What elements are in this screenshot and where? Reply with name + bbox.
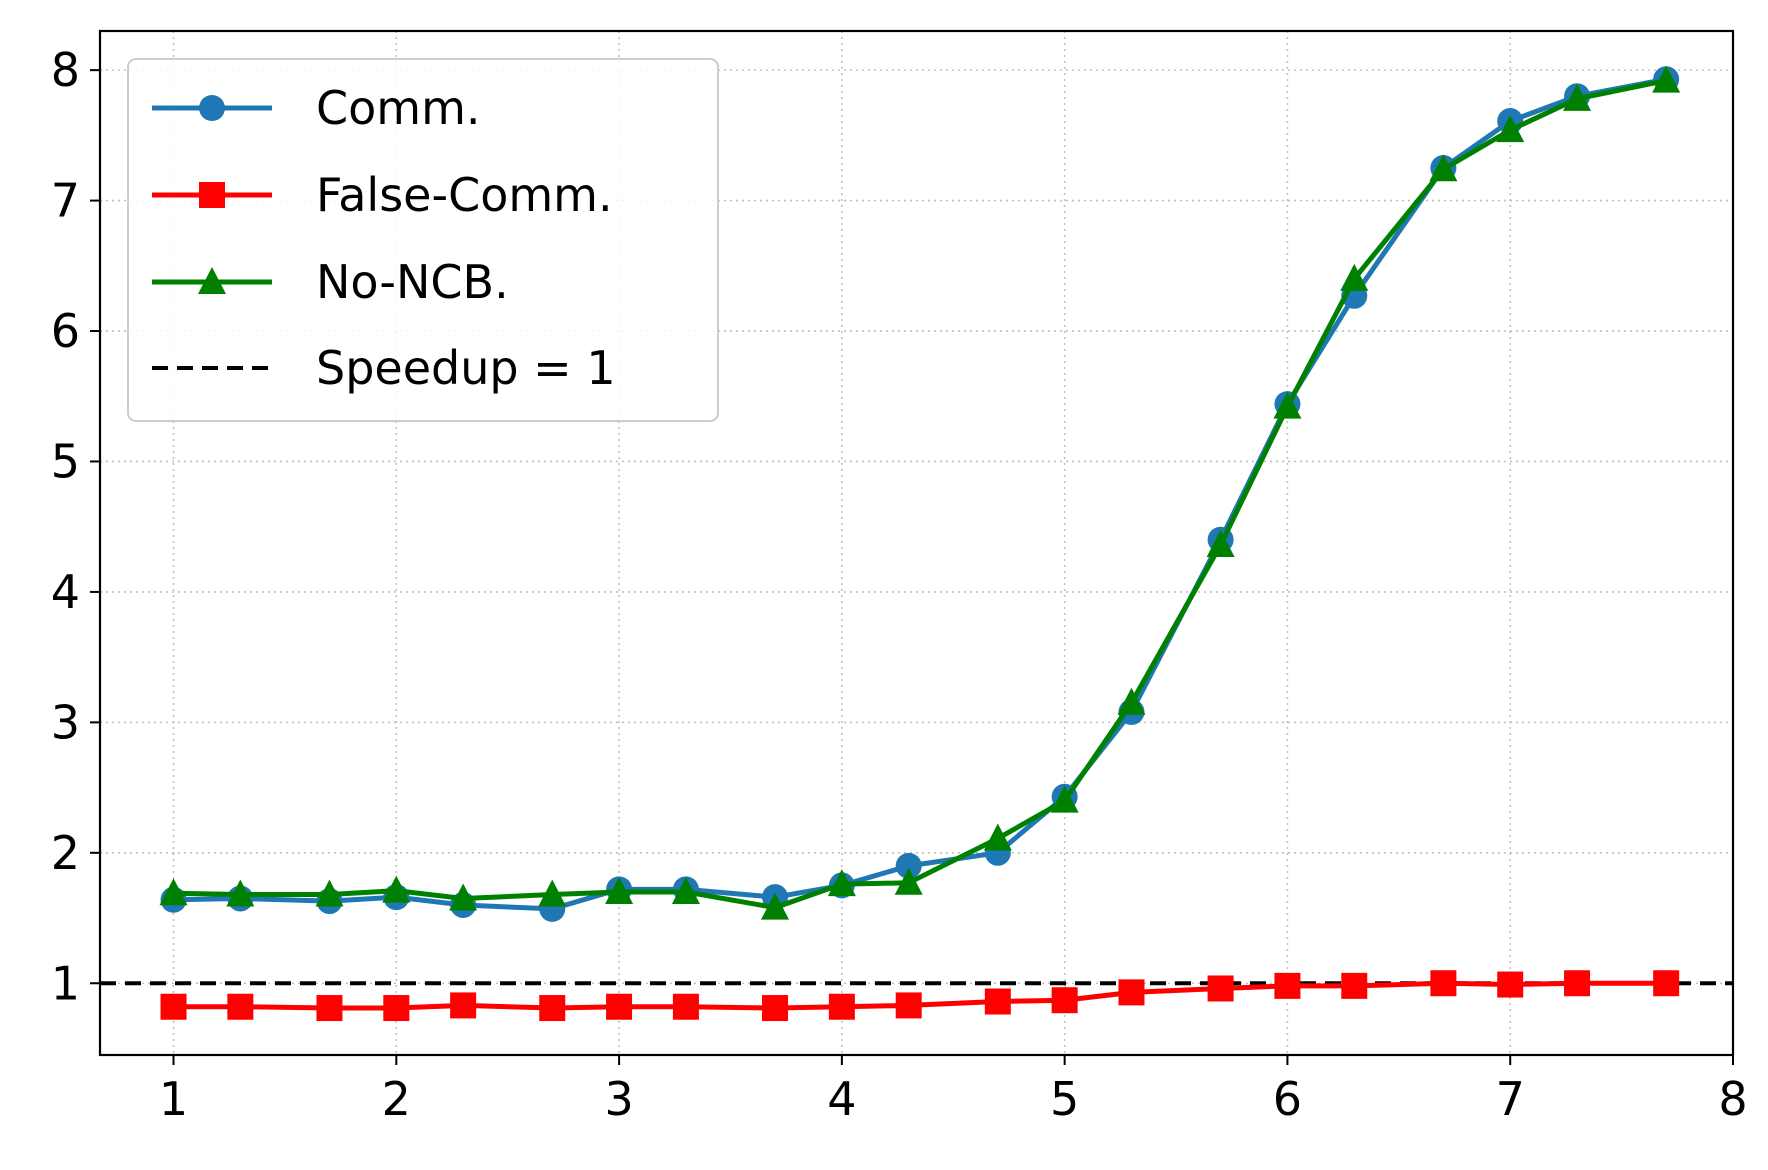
legend-item-comm: Comm. [152, 81, 481, 135]
legend-marker-false-comm [199, 182, 225, 208]
series-false-comm [160, 970, 1680, 1022]
legend-marker-no-ncb [198, 267, 226, 294]
y-tick-label: 4 [51, 565, 80, 619]
data-point-no-ncb [671, 876, 700, 904]
legend-item-speedup: Speedup = 1 [152, 341, 616, 395]
data-point-false-comm [1430, 970, 1457, 997]
data-point-no-ncb [1340, 263, 1369, 291]
legend-box [127, 58, 719, 422]
x-tick-label: 4 [827, 1072, 856, 1126]
data-point-no-ncb [449, 883, 478, 911]
data-point-no-ncb [1563, 83, 1592, 111]
data-point-false-comm [227, 993, 254, 1020]
legend-label-false-comm: False-Comm. [316, 168, 613, 222]
data-point-no-ncb [1652, 65, 1681, 93]
x-tick-label: 6 [1273, 1072, 1302, 1126]
data-point-false-comm [1653, 970, 1680, 997]
data-point-false-comm [1118, 979, 1145, 1006]
data-point-false-comm [606, 993, 633, 1020]
y-tick-label: 2 [51, 826, 80, 880]
y-tick-label: 3 [51, 695, 80, 749]
plot-frame [98, 29, 1735, 1057]
y-tick-label: 1 [51, 956, 80, 1010]
x-tick-label: 2 [382, 1072, 411, 1126]
y-tick-label: 6 [51, 304, 80, 358]
y-tick-label: 7 [51, 174, 80, 228]
data-point-no-ncb [1117, 687, 1146, 715]
data-point-false-comm [450, 992, 477, 1019]
x-tick-label: 1 [159, 1072, 188, 1126]
data-point-false-comm [383, 995, 410, 1022]
x-tick-label: 8 [1718, 1072, 1747, 1126]
legend-label-comm: Comm. [316, 81, 481, 135]
data-point-no-ncb [983, 823, 1012, 851]
x-axis: 1 2 3 4 5 6 7 8 [159, 1055, 1748, 1126]
data-point-false-comm [828, 993, 855, 1020]
data-point-false-comm [1207, 975, 1234, 1002]
data-point-no-ncb [894, 867, 923, 895]
legend-marker-comm [199, 95, 225, 121]
data-point-false-comm [1341, 972, 1368, 999]
data-point-no-ncb [382, 875, 411, 903]
data-point-no-ncb [1496, 115, 1525, 143]
data-point-false-comm [1564, 970, 1591, 997]
data-point-no-ncb [315, 879, 344, 907]
x-tick-label: 3 [604, 1072, 633, 1126]
data-point-no-ncb [1429, 154, 1458, 182]
data-point-no-ncb [1050, 785, 1079, 813]
data-point-comm [895, 852, 922, 879]
x-tick-label: 7 [1496, 1072, 1525, 1126]
data-point-no-ncb [226, 879, 255, 907]
data-point-no-ncb [1206, 529, 1235, 557]
legend-label-no-ncb: No-NCB. [316, 255, 509, 309]
data-point-no-ncb [761, 892, 790, 920]
data-point-false-comm [984, 988, 1011, 1015]
data-point-no-ncb [538, 879, 567, 907]
data-point-false-comm [160, 993, 187, 1020]
data-point-false-comm [672, 993, 699, 1020]
data-point-false-comm [1497, 971, 1524, 998]
data-point-false-comm [1274, 972, 1301, 999]
data-point-no-ncb [1273, 391, 1302, 419]
data-point-no-ncb [605, 876, 634, 904]
series-layer [159, 65, 1681, 1022]
legend-item-no-ncb: No-NCB. [152, 255, 509, 309]
y-axis: 1 2 3 4 5 6 7 8 [51, 43, 100, 1010]
data-point-no-ncb [159, 878, 188, 906]
data-point-false-comm [895, 992, 922, 1019]
data-point-false-comm [1051, 987, 1078, 1014]
legend-label-speedup: Speedup = 1 [316, 341, 616, 395]
data-point-false-comm [539, 995, 566, 1022]
data-point-false-comm [316, 995, 343, 1022]
legend: Comm. False-Comm. No-NCB. Speedup = 1 [127, 58, 719, 422]
data-point-no-ncb [827, 869, 856, 897]
y-tick-label: 8 [51, 43, 80, 97]
x-tick-label: 5 [1050, 1072, 1079, 1126]
y-tick-label: 5 [51, 434, 80, 488]
series-no-ncb [159, 65, 1681, 920]
data-point-false-comm [762, 995, 789, 1022]
legend-item-false-comm: False-Comm. [152, 168, 613, 222]
